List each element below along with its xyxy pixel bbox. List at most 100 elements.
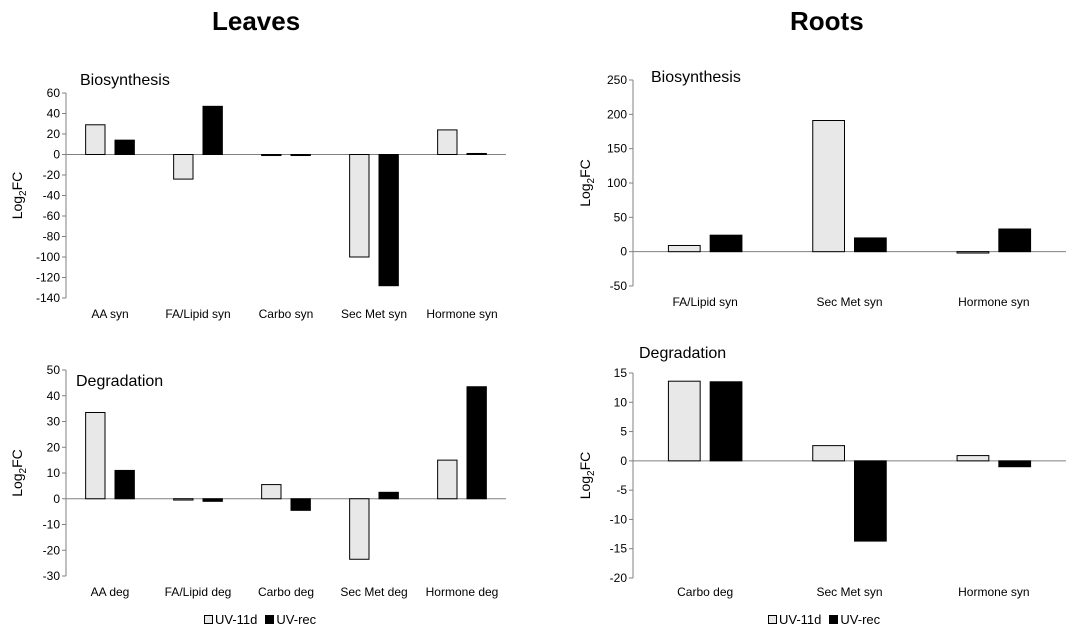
bar-uv-11d-sec-met-deg bbox=[350, 499, 369, 560]
bar-uv-rec-hormone-syn bbox=[999, 229, 1031, 252]
leaves-biosynthesis-y-tick-label: -20 bbox=[43, 168, 61, 182]
roots-degradation-y-tick-label: 5 bbox=[620, 425, 627, 439]
leaves-degradation-y-tick-label: 20 bbox=[47, 440, 61, 454]
roots-biosynthesis-category-label: Sec Met syn bbox=[816, 295, 882, 309]
leaves-degradation-y-tick-label: -20 bbox=[43, 543, 61, 557]
bar-uv-11d-carbo-deg bbox=[262, 485, 281, 499]
bar-uv-rec-fa-lipid-deg bbox=[203, 499, 222, 502]
bar-uv-11d-aa-syn bbox=[86, 125, 105, 155]
leaves-biosynthesis-y-tick-label: 0 bbox=[53, 148, 60, 162]
leaves-degradation-y-tick-label: 10 bbox=[47, 466, 61, 480]
bar-uv-11d-sec-met-syn bbox=[350, 155, 369, 258]
bar-uv-11d-sec-met-syn bbox=[813, 121, 845, 252]
leaves-biosynthesis-category-label: AA syn bbox=[91, 307, 128, 321]
bar-uv-rec-carbo-syn bbox=[291, 155, 310, 156]
bar-uv-11d-hormone-syn bbox=[438, 130, 457, 155]
bar-uv-rec-carbo-deg bbox=[291, 499, 310, 511]
leaves-biosynthesis-title: Biosynthesis bbox=[80, 72, 170, 89]
bar-uv-rec-sec-met-syn bbox=[855, 461, 887, 541]
bar-uv-rec-sec-met-syn bbox=[379, 155, 398, 286]
roots-biosynthesis-y-tick-label: -50 bbox=[610, 279, 628, 293]
bar-uv-rec-aa-deg bbox=[115, 470, 134, 498]
bar-uv-11d-carbo-deg bbox=[668, 381, 700, 461]
bar-uv-rec-hormone-syn bbox=[467, 153, 486, 154]
leaves-biosynthesis-y-tick-label: -100 bbox=[36, 250, 60, 264]
leaves-biosynthesis-y-tick-label: -120 bbox=[36, 271, 60, 285]
leaves-degradation-y-tick-label: -30 bbox=[43, 569, 61, 583]
roots-degradation-category-label: Sec Met syn bbox=[816, 585, 882, 599]
leaves-biosynthesis-y-tick-label: -40 bbox=[43, 189, 61, 203]
leaves-biosynthesis-y-tick-label: -80 bbox=[43, 230, 61, 244]
leaves-degradation-y-tick-label: 40 bbox=[47, 389, 61, 403]
legend-leaves: UV-11d UV-rec bbox=[204, 612, 320, 627]
bar-uv-11d-aa-deg bbox=[86, 412, 105, 498]
legend-item-uv11d: UV-11d bbox=[204, 612, 257, 627]
legend-item-uvrec: UV-rec bbox=[265, 612, 316, 627]
bar-uv-rec-sec-met-syn bbox=[855, 238, 887, 252]
roots-biosynthesis-category-label: FA/Lipid syn bbox=[672, 295, 737, 309]
bar-uv-11d-hormone-syn bbox=[957, 456, 989, 461]
roots-biosynthesis-y-tick-label: 100 bbox=[607, 176, 627, 190]
roots-degradation-category-label: Hormone syn bbox=[958, 585, 1029, 599]
leaves-degradation-y-tick-label: 50 bbox=[47, 363, 61, 377]
bar-uv-rec-sec-met-deg bbox=[379, 492, 398, 498]
roots-degradation-y-tick-label: 0 bbox=[620, 454, 627, 468]
leaves-biosynthesis-y-tick-label: 20 bbox=[47, 127, 61, 141]
roots-degradation-y-tick-label: 15 bbox=[614, 366, 628, 380]
legend-label-uv11d: UV-11d bbox=[215, 612, 257, 627]
roots-degradation-y-tick-label: 10 bbox=[614, 395, 628, 409]
bar-uv-11d-hormone-syn bbox=[957, 252, 989, 253]
bar-uv-11d-fa-lipid-syn bbox=[174, 155, 193, 180]
leaves-biosynthesis-y-tick-label: -140 bbox=[36, 291, 60, 305]
leaves-degradation-category-label: Carbo deg bbox=[258, 585, 314, 599]
bar-uv-rec-hormone-syn bbox=[999, 461, 1031, 467]
roots-biosynthesis-y-tick-label: 250 bbox=[607, 73, 627, 87]
roots-biosynthesis-y-label: Log2FC bbox=[577, 159, 597, 207]
leaves-degradation-y-tick-label: 0 bbox=[53, 492, 60, 506]
roots-degradation-y-tick-label: -15 bbox=[610, 542, 628, 556]
leaves-biosynthesis-category-label: Hormone syn bbox=[426, 307, 497, 321]
bar-uv-11d-carbo-syn bbox=[262, 155, 281, 156]
leaves-degradation-title: Degradation bbox=[76, 373, 163, 390]
leaves-degradation-y-tick-label: -10 bbox=[43, 518, 61, 532]
bar-uv-rec-carbo-deg bbox=[710, 382, 742, 461]
leaves-degradation-y-tick-label: 30 bbox=[47, 415, 61, 429]
leaves-biosynthesis-category-label: Sec Met syn bbox=[341, 307, 407, 321]
legend-swatch-uvrec bbox=[265, 615, 274, 624]
roots-degradation-title: Degradation bbox=[639, 345, 726, 362]
legend-label-uvrec: UV-rec bbox=[840, 612, 880, 627]
bar-uv-11d-sec-met-syn bbox=[813, 446, 845, 461]
roots-biosynthesis-y-tick-label: 50 bbox=[614, 210, 628, 224]
legend-roots: UV-11d UV-rec bbox=[768, 612, 884, 627]
leaves-degradation-category-label: Hormone deg bbox=[426, 585, 499, 599]
bar-uv-11d-hormone-deg bbox=[438, 460, 457, 499]
bar-uv-rec-aa-syn bbox=[115, 140, 134, 154]
legend-swatch-uvrec bbox=[829, 615, 838, 624]
legend-item-uv11d: UV-11d bbox=[768, 612, 821, 627]
bar-uv-11d-fa-lipid-deg bbox=[174, 499, 193, 500]
leaves-degradation-category-label: AA deg bbox=[91, 585, 130, 599]
leaves-biosynthesis-y-label: Log2FC bbox=[9, 172, 29, 220]
bar-uv-11d-fa-lipid-syn bbox=[668, 245, 700, 251]
roots-biosynthesis-y-tick-label: 0 bbox=[620, 245, 627, 259]
bar-uv-rec-hormone-deg bbox=[467, 387, 486, 499]
roots-biosynthesis-y-tick-label: 200 bbox=[607, 107, 627, 121]
leaves-degradation-category-label: Sec Met deg bbox=[340, 585, 407, 599]
roots-degradation-category-label: Carbo deg bbox=[677, 585, 733, 599]
roots-biosynthesis-title: Biosynthesis bbox=[651, 69, 741, 86]
leaves-biosynthesis-category-label: Carbo syn bbox=[259, 307, 314, 321]
leaves-biosynthesis-y-tick-label: 60 bbox=[47, 86, 61, 100]
roots-degradation-y-tick-label: -5 bbox=[616, 483, 627, 497]
leaves-degradation-category-label: FA/Lipid deg bbox=[165, 585, 232, 599]
leaves-degradation-y-label: Log2FC bbox=[9, 449, 29, 497]
leaves-biosynthesis-y-tick-label: -60 bbox=[43, 209, 61, 223]
legend-label-uv11d: UV-11d bbox=[779, 612, 821, 627]
roots-degradation-y-label: Log2FC bbox=[577, 452, 597, 500]
bar-uv-rec-fa-lipid-syn bbox=[203, 106, 222, 154]
leaves-biosynthesis-category-label: FA/Lipid syn bbox=[165, 307, 230, 321]
legend-swatch-uv11d bbox=[204, 615, 213, 624]
roots-degradation-y-tick-label: -20 bbox=[610, 571, 628, 585]
roots-degradation-y-tick-label: -10 bbox=[610, 512, 628, 526]
leaves-biosynthesis-y-tick-label: 40 bbox=[47, 107, 61, 121]
